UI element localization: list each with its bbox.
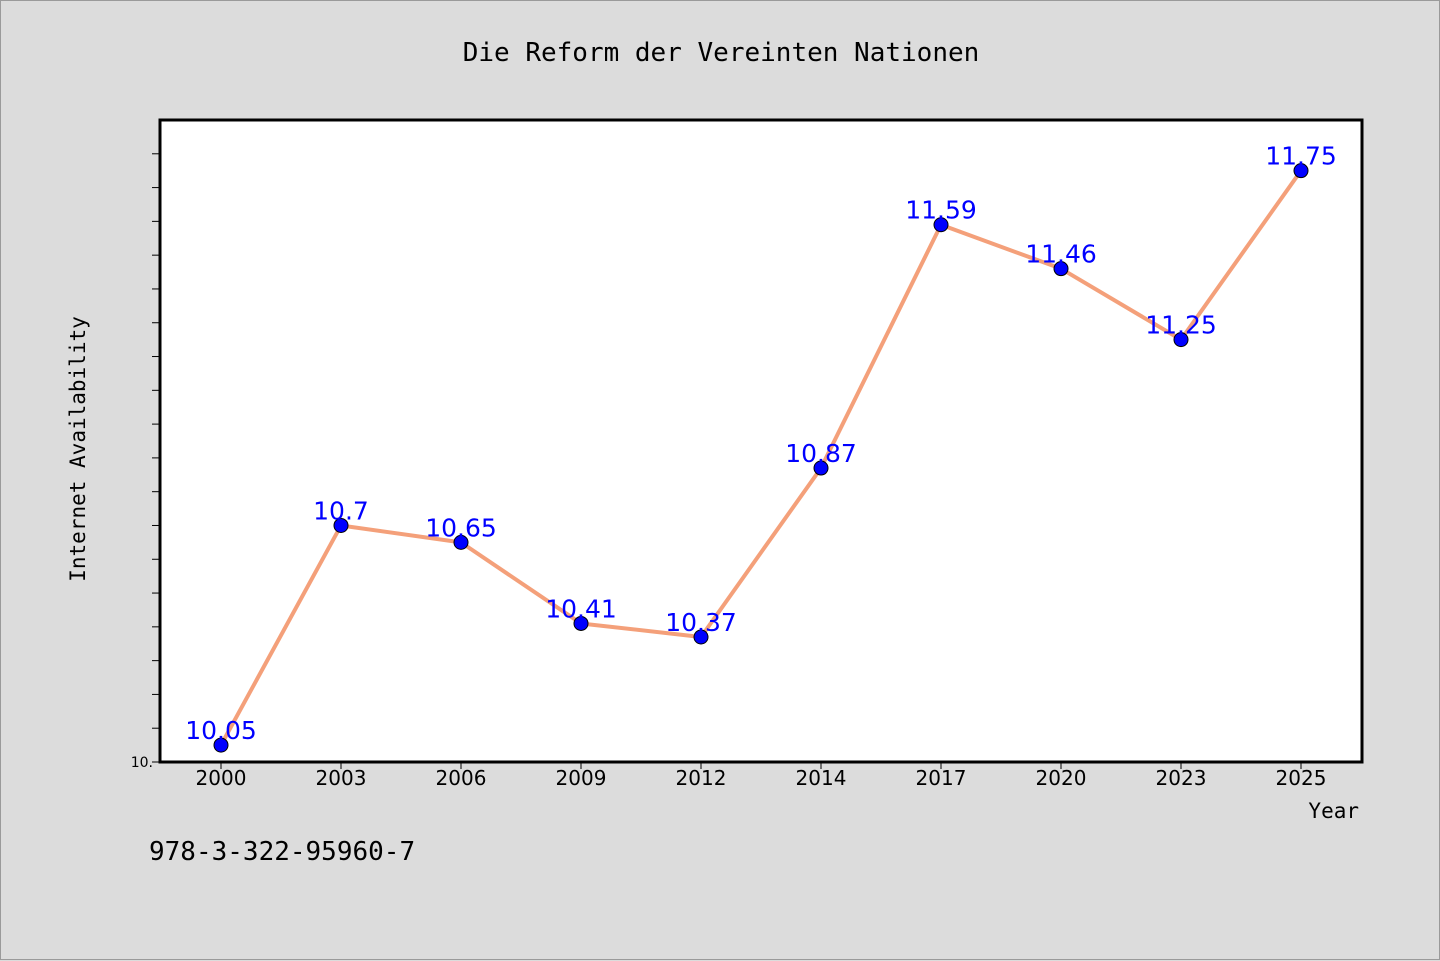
data-point: [333, 517, 349, 533]
data-point: [933, 217, 949, 233]
x-tick-label: 2014: [796, 766, 847, 790]
x-tick-label: 2003: [316, 766, 367, 790]
x-tick-label: 2000: [196, 766, 247, 790]
data-point: [573, 615, 589, 631]
data-label: 11.75: [1265, 142, 1337, 171]
data-label: 10.7: [313, 496, 369, 525]
y-axis-label: Internet Availability: [66, 316, 90, 582]
x-tick-label: 2023: [1156, 766, 1207, 790]
data-point: [693, 629, 709, 645]
data-point: [813, 460, 829, 476]
data-point: [453, 534, 469, 550]
chart-title: Die Reform der Vereinten Nationen: [463, 38, 980, 68]
data-point: [1053, 261, 1069, 277]
data-label: 10.37: [665, 608, 737, 637]
data-label: 11.25: [1145, 311, 1217, 340]
x-tick-label: 2012: [676, 766, 727, 790]
data-label: 11.59: [905, 196, 977, 225]
x-tick-label: 2020: [1036, 766, 1087, 790]
data-point: [213, 737, 229, 753]
x-tick-labels: 2000 2003 2006 2009 2012 2014 2017 2020 2023 2025: [196, 766, 1327, 790]
x-tick-label: 2009: [556, 766, 607, 790]
data-label: 10.87: [785, 439, 857, 468]
series-line: [219, 169, 1303, 747]
data-label: 10.05: [185, 716, 257, 745]
data-point: [1293, 163, 1309, 179]
x-tick-label: 2006: [436, 766, 487, 790]
data-point: [1173, 332, 1189, 348]
y-axis-ticks: [152, 153, 160, 763]
data-labels: 10.05 10.7 10.65 10.41 10.37 10.87 11.59 11.46 1…: [185, 142, 1337, 745]
isbn-text: 978-3-322-95960-7: [149, 837, 416, 867]
x-tick-label: 2025: [1276, 766, 1327, 790]
data-label: 10.65: [425, 513, 497, 542]
plot-area: [158, 118, 1364, 764]
data-label: 10.41: [545, 594, 617, 623]
x-axis-label: Year: [1308, 799, 1359, 823]
series-markers: [213, 163, 1309, 753]
x-tick-label: 2017: [916, 766, 967, 790]
x-axis-ticks: [220, 762, 1302, 769]
data-label: 11.46: [1025, 240, 1097, 269]
y-tick-label: 10.: [131, 755, 153, 771]
